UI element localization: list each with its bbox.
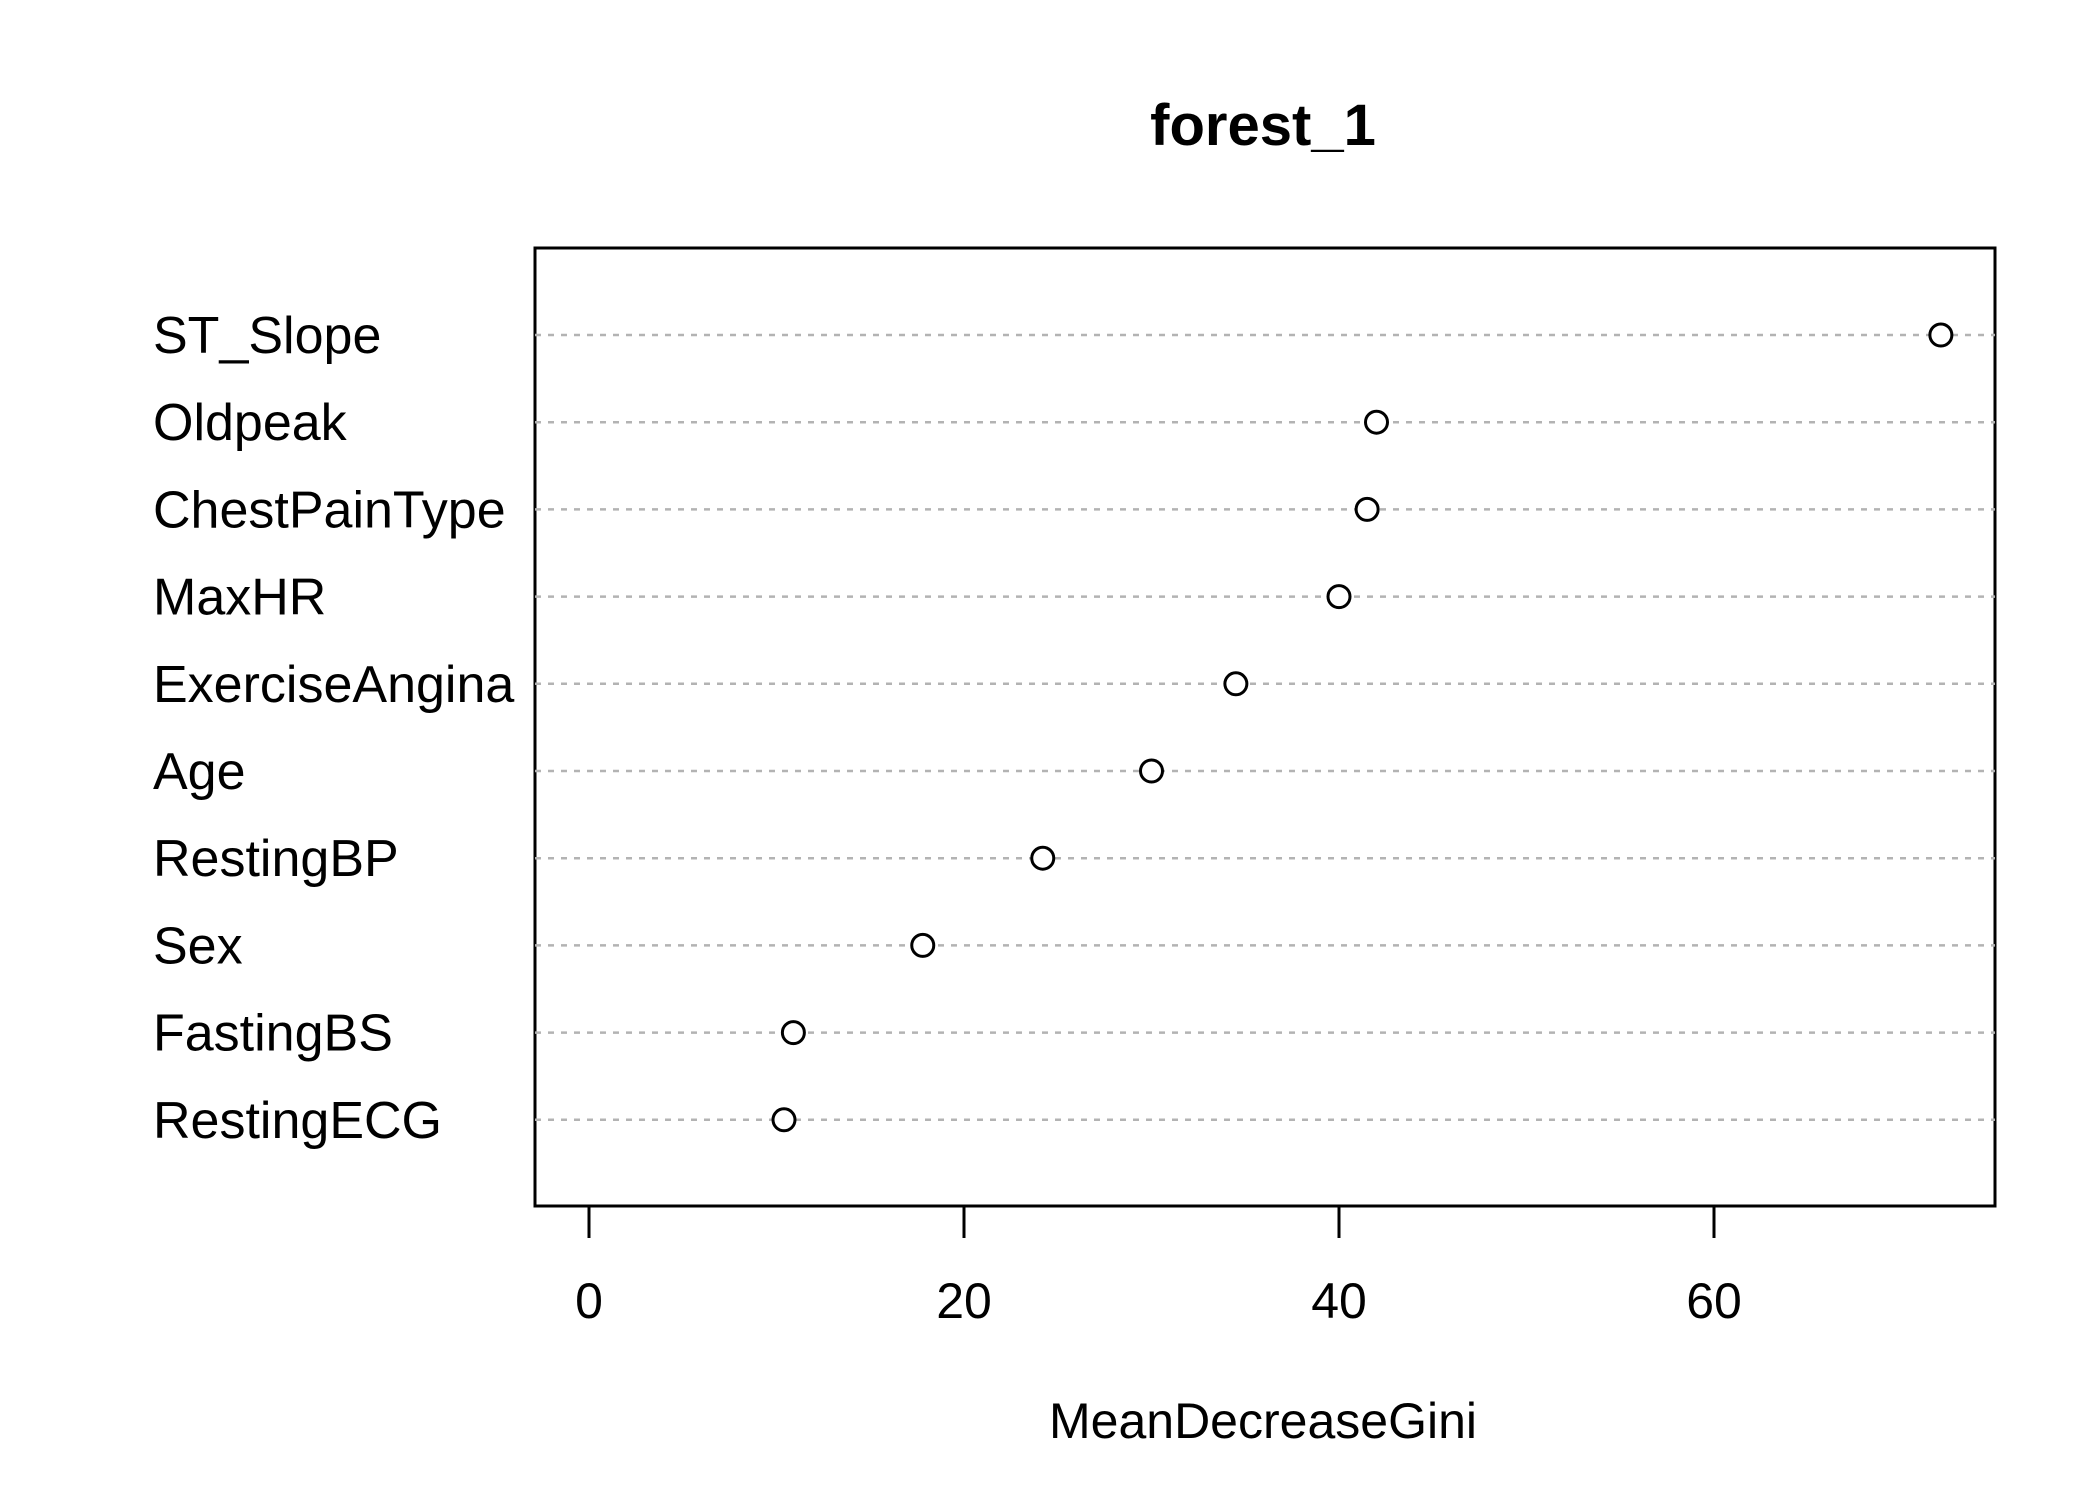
- gridlines: [535, 333, 1995, 1122]
- variable-label: Oldpeak: [153, 394, 348, 452]
- variable-label: Age: [153, 743, 246, 801]
- x-tick-label: 60: [1686, 1273, 1742, 1329]
- x-axis: 0 20 40 60: [575, 1204, 1742, 1329]
- data-point: [771, 1107, 797, 1133]
- data-point: [780, 1020, 806, 1046]
- variable-label: FastingBS: [153, 1005, 393, 1063]
- variable-labels: ST_Slope Oldpeak ChestPainType MaxHR Exercis…: [153, 307, 514, 1150]
- data-point: [1139, 758, 1164, 784]
- data-point: [910, 932, 936, 958]
- data-points: [771, 322, 1954, 1133]
- data-point: [1354, 496, 1380, 522]
- x-tick-label: 20: [936, 1273, 992, 1329]
- variable-label: ST_Slope: [153, 307, 381, 365]
- variable-label: RestingECG: [153, 1092, 442, 1150]
- variable-label: Sex: [153, 917, 243, 975]
- variable-label: ExerciseAngina: [153, 656, 514, 714]
- data-point: [1030, 845, 1056, 871]
- x-tick-label: 0: [575, 1273, 603, 1329]
- variable-label: ChestPainType: [153, 481, 506, 539]
- plot-frame: [533, 246, 1997, 1208]
- chart-title: forest_1: [1150, 93, 1376, 158]
- variable-label: MaxHR: [153, 569, 326, 627]
- x-axis-title: MeanDecreaseGini: [1049, 1393, 1477, 1449]
- variable-label: RestingBP: [153, 830, 399, 888]
- x-tick-label: 40: [1311, 1273, 1367, 1329]
- data-point: [1364, 409, 1389, 435]
- data-point: [1223, 671, 1249, 697]
- data-point: [1928, 322, 1954, 348]
- data-point: [1326, 584, 1352, 610]
